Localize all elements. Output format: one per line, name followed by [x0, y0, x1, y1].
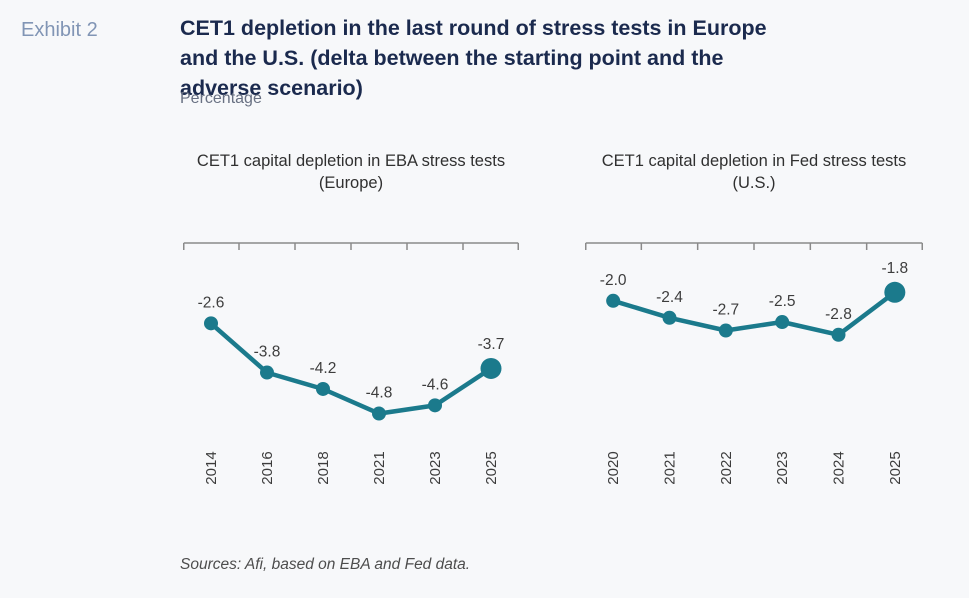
data-point: [372, 406, 386, 421]
x-axis-year-label: 2023: [774, 451, 791, 484]
exhibit-title: CET1 depletion in the last round of stre…: [180, 16, 767, 100]
x-axis-year-label: 2025: [887, 451, 904, 484]
data-point: [718, 323, 733, 338]
data-point: [775, 315, 790, 330]
x-axis-year-label: 2016: [259, 451, 276, 484]
fed-stress-test-line-chart: -2.0 2020 -2.4 2021 -2.7 2022 -2.5 2023 -2.8 2024…: [585, 242, 923, 485]
x-axis-year-label: 2022: [718, 451, 735, 484]
data-point-value-label: -2.8: [825, 306, 852, 323]
data-point-value-label: -3.7: [478, 336, 505, 353]
data-point: [606, 293, 621, 308]
left-chart-title: CET1 capital depletion in EBA stress tes…: [196, 152, 506, 192]
data-point: [204, 316, 218, 331]
x-axis-year-label: 2021: [371, 451, 388, 484]
right-chart-title: CET1 capital depletion in Fed stress tes…: [601, 152, 907, 192]
units-label: Percentage: [180, 90, 262, 107]
data-point: [662, 310, 677, 325]
eba-stress-test-line-chart: -2.6 2014 -3.8 2016 -4.2 2018 -4.8 2021 -4.6 2023…: [183, 242, 519, 485]
x-axis-year-label: 2023: [427, 451, 444, 484]
x-axis-year-label: 2020: [605, 451, 622, 484]
x-axis-year-label: 2025: [483, 451, 500, 484]
data-point-value-label: -2.7: [712, 302, 739, 319]
data-point-value-label: -2.0: [600, 272, 627, 289]
x-axis-year-label: 2024: [831, 451, 848, 484]
x-axis-year-label: 2018: [315, 451, 332, 484]
data-point-highlighted: [480, 357, 502, 379]
data-point-value-label: -4.2: [310, 360, 337, 377]
trend-line: [610, 290, 898, 338]
data-point-value-label: -1.8: [881, 260, 908, 277]
data-point-value-label: -3.8: [254, 344, 281, 361]
x-axis-year-label: 2014: [203, 451, 220, 484]
data-point-value-label: -2.5: [769, 293, 796, 310]
x-axis-year-label: 2021: [662, 451, 679, 484]
data-point-value-label: -4.6: [422, 376, 449, 393]
exhibit-number-label: Exhibit 2: [21, 19, 98, 41]
data-point: [831, 327, 846, 342]
sources-note: Sources: Afi, based on EBA and Fed data.: [180, 556, 471, 573]
trend-line: [208, 321, 494, 416]
data-point: [260, 365, 274, 380]
data-point: [428, 398, 442, 413]
data-point-value-label: -4.8: [366, 385, 393, 402]
data-point-highlighted: [884, 281, 906, 303]
data-point-value-label: -2.4: [656, 289, 683, 306]
data-point-value-label: -2.6: [198, 294, 225, 311]
data-point: [316, 381, 330, 396]
